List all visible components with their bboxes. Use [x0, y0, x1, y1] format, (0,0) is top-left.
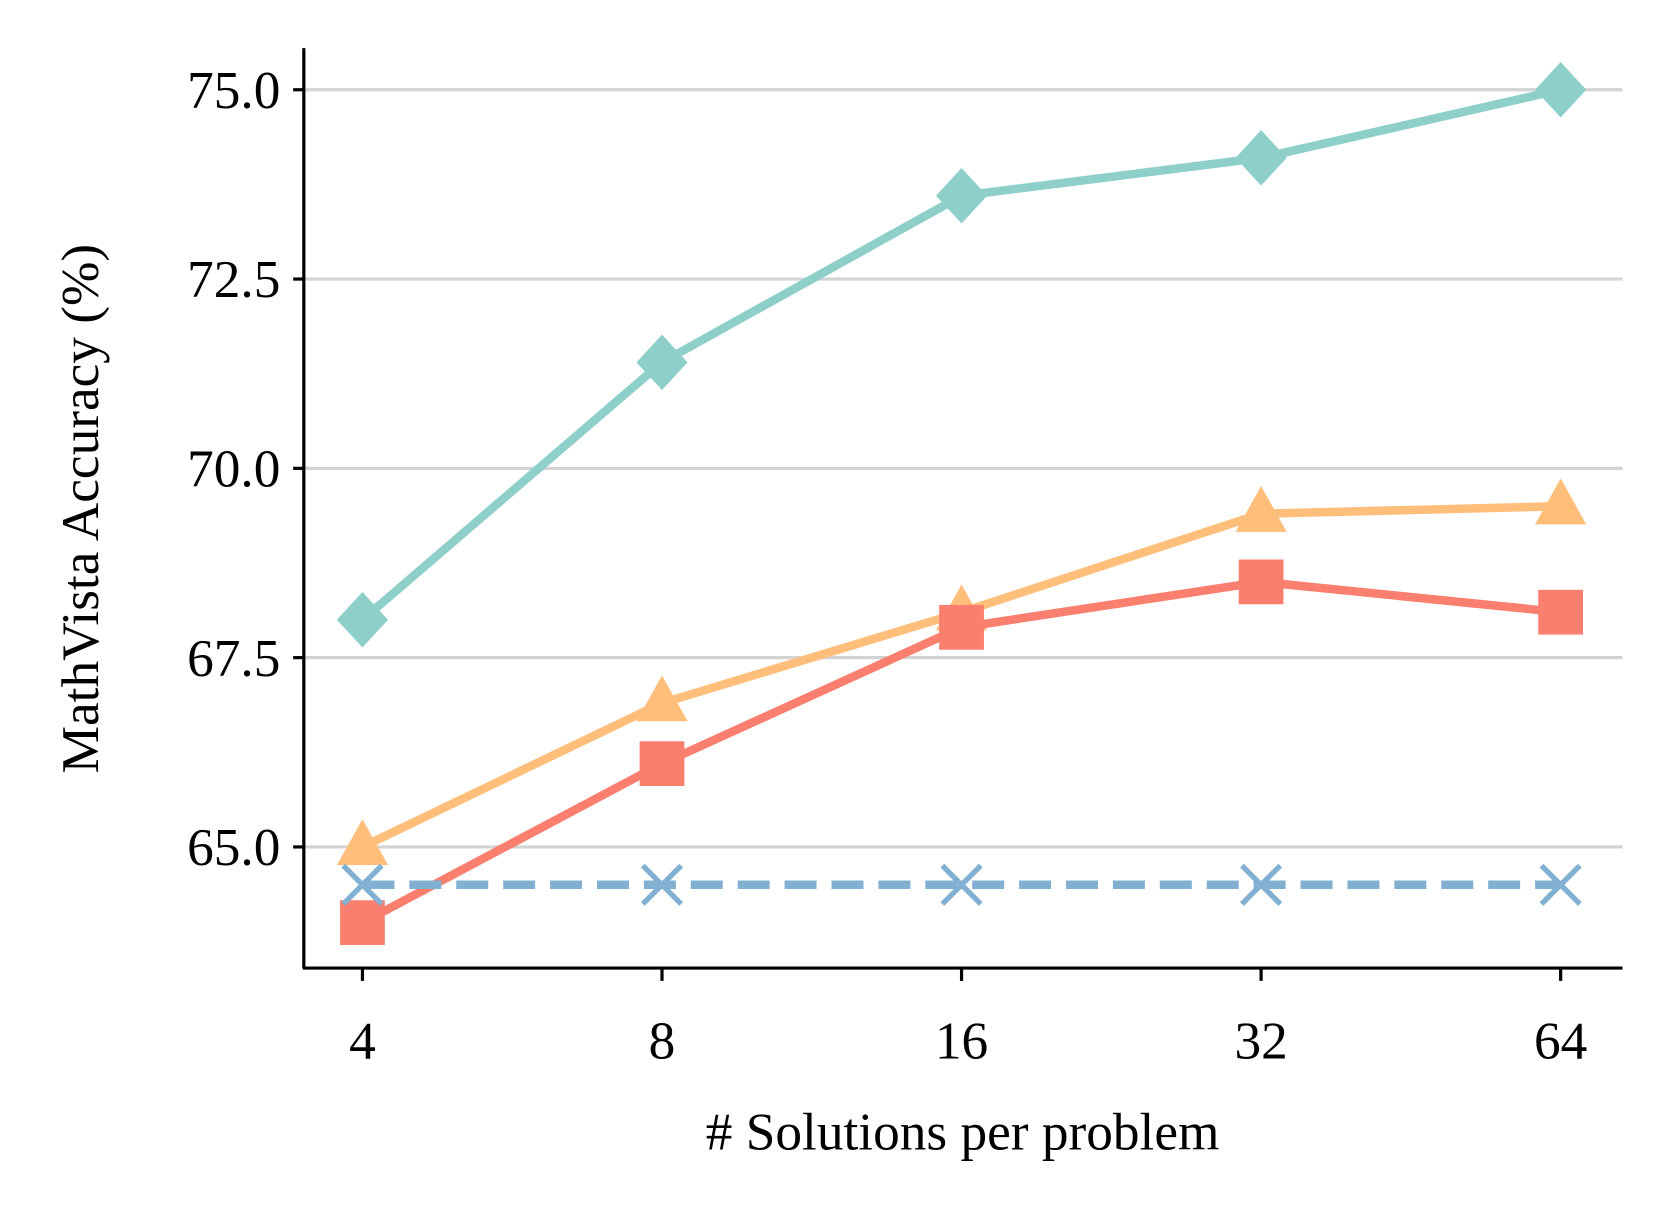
- data-point-x: [1240, 863, 1283, 906]
- x-ticks: 4 8 16 32 64: [349, 968, 1587, 1071]
- gridlines: [303, 88, 1623, 849]
- y-tick-label: 67.5: [187, 629, 280, 688]
- data-point-x: [341, 863, 384, 906]
- y-tick-label: 75.0: [187, 61, 280, 120]
- series-3: [341, 863, 1582, 906]
- data-point-diamond: [1535, 62, 1587, 118]
- series-1: [336, 478, 1587, 866]
- data-point-x: [1539, 863, 1582, 906]
- data-point-square: [340, 900, 385, 946]
- y-tick-label: 72.5: [187, 250, 280, 309]
- y-tick-label: 65.0: [187, 818, 280, 877]
- data-point-square: [1238, 559, 1284, 605]
- data-point-triangle: [1235, 486, 1287, 532]
- x-tick-label: 64: [1534, 1012, 1587, 1071]
- x-tick-label: 4: [349, 1012, 376, 1071]
- y-ticks: 65.0 67.5 70.0 72.5 75.0: [187, 61, 304, 877]
- data-point-diamond: [636, 334, 688, 391]
- series-2: [340, 559, 1584, 946]
- x-tick-label: 8: [649, 1012, 676, 1071]
- data-point-square: [939, 604, 984, 650]
- y-axis-label: MathVista Accuracy (%): [51, 244, 110, 774]
- series-0: [336, 62, 1587, 648]
- data-point-triangle: [636, 675, 688, 722]
- y-tick-label: 70.0: [187, 439, 280, 498]
- x-tick-label: 16: [935, 1012, 988, 1071]
- data-point-square: [639, 741, 685, 787]
- data-point-diamond: [935, 168, 988, 224]
- data-point-triangle: [1535, 478, 1587, 525]
- data-point-triangle: [336, 819, 389, 866]
- series-line: [360, 501, 1561, 851]
- x-axis-label: # Solutions per problem: [706, 1102, 1220, 1161]
- x-tick-label: 32: [1234, 1012, 1287, 1071]
- data-point-x: [640, 863, 684, 906]
- data-point-diamond: [336, 592, 389, 648]
- data-point-square: [1538, 589, 1584, 635]
- data-point-diamond: [1235, 130, 1287, 186]
- series-group: [336, 62, 1587, 946]
- data-point-x: [940, 863, 983, 906]
